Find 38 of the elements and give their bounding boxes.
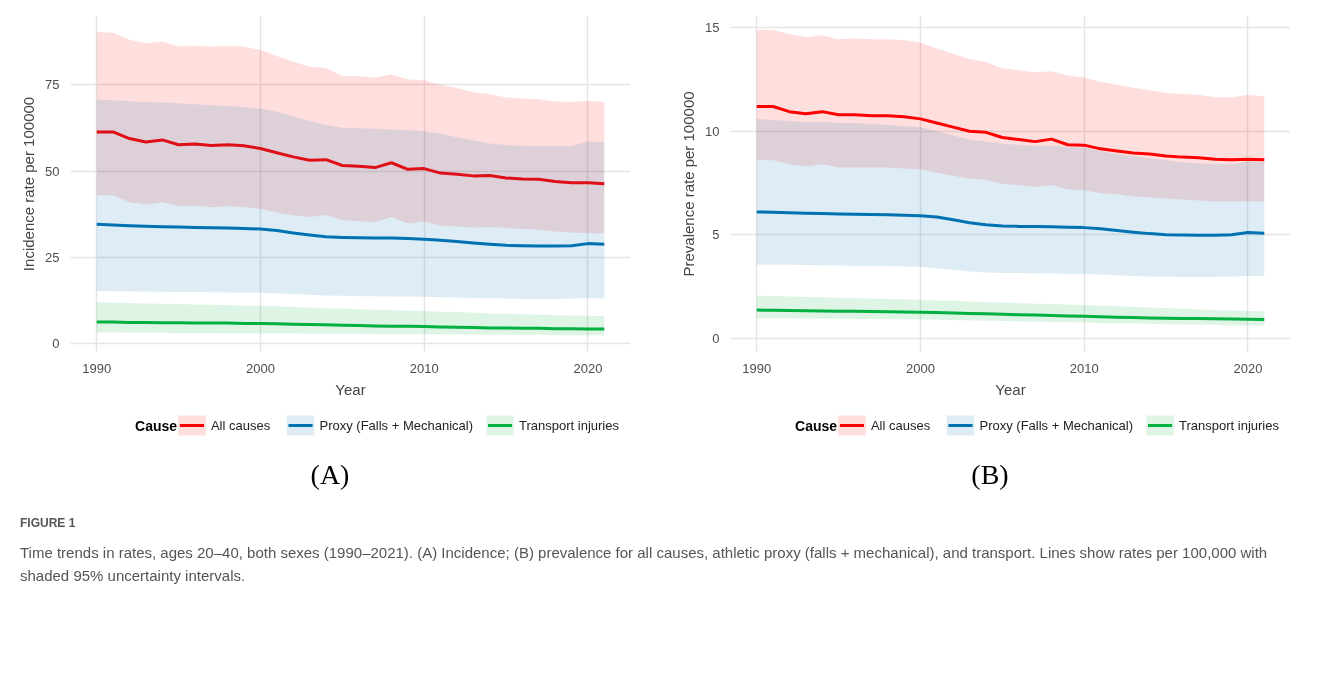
- line-series: [95, 130, 606, 186]
- line-series: [755, 210, 1266, 237]
- y-tick-label: 5: [712, 227, 720, 243]
- y-tick-label: 25: [45, 249, 60, 265]
- legend-label: Transport injuries: [519, 418, 620, 433]
- caption: FIGURE 1: [20, 515, 76, 532]
- y-axis-title: Incidence rate per 100000: [20, 96, 38, 272]
- legend-label: Proxy (Falls + Mechanical): [979, 418, 1134, 433]
- text: Time trends in rates, ages 20–40, both sexes (1990–2021). (A) Incidence; (B) prevalence for all causes, athletic proxy (falls + mechanical), and transport. Lines show rates per 100,000 with shaded 95% uncertainty intervals.: [20, 543, 1269, 586]
- y-tick-label: 75: [45, 77, 60, 93]
- x-tick-label: 2020: [573, 360, 603, 376]
- legend-label: Transport injuries: [1179, 418, 1280, 433]
- legend-label: All causes: [210, 418, 271, 433]
- x-tick-label: 2020: [1233, 360, 1263, 376]
- line-series: [95, 222, 606, 248]
- text: (A): [310, 458, 350, 492]
- x-tick-label: 1990: [82, 360, 112, 376]
- y-tick-label: 0: [712, 330, 720, 346]
- x-axis-title: Year: [335, 380, 366, 398]
- y-tick-label: 0: [52, 336, 60, 352]
- x-axis-title: Year: [995, 380, 1026, 398]
- y-axis-title: Prevalence rate per 100000: [680, 91, 698, 277]
- y-tick-label: 10: [705, 123, 720, 139]
- legend-label: Proxy (Falls + Mechanical): [319, 418, 474, 433]
- legend-label: All causes: [870, 418, 931, 433]
- x-tick-label: 2010: [409, 360, 439, 376]
- x-tick-label: 2010: [1069, 360, 1099, 376]
- legend-title: Cause: [795, 417, 838, 434]
- y-tick-label: 50: [45, 163, 60, 179]
- text: (B): [971, 458, 1009, 492]
- legend-title: Cause: [135, 417, 178, 434]
- line-series: [95, 320, 606, 331]
- x-tick-label: 2000: [905, 360, 935, 376]
- x-tick-label: 2000: [245, 360, 275, 376]
- x-tick-label: 1990: [742, 360, 772, 376]
- line-series: [755, 308, 1266, 321]
- y-tick-label: 15: [705, 20, 720, 36]
- line-series: [755, 104, 1266, 162]
